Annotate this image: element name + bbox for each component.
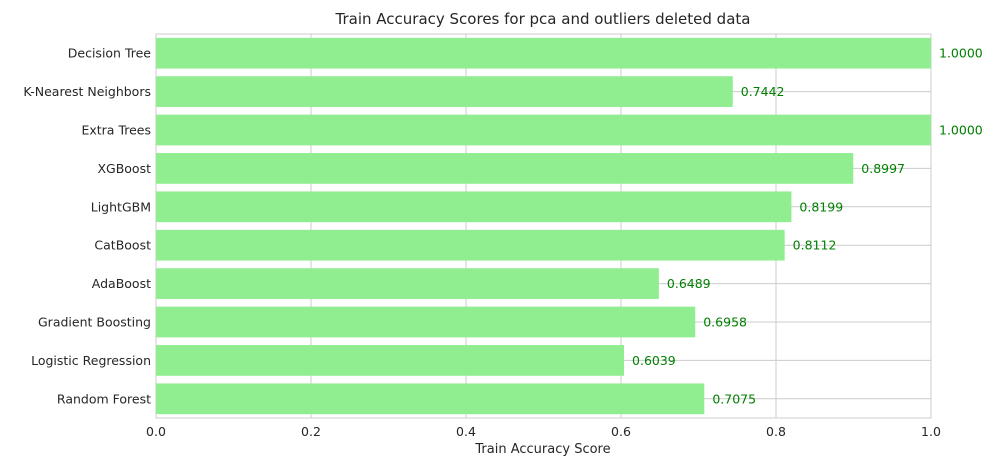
y-tick-label: Decision Tree — [68, 46, 152, 61]
bar-lightgbm — [156, 191, 792, 223]
y-tick-label: AdaBoost — [92, 276, 151, 291]
bars — [156, 37, 931, 415]
x-tick-label: 0.6 — [611, 424, 631, 439]
x-tick-label: 0.0 — [146, 424, 166, 439]
data-labels: 1.0000 0.7442 1.0000 0.8997 0.8199 0.8112 0.64… — [632, 46, 983, 407]
data-label: 0.7075 — [712, 391, 756, 406]
bar-catboost — [156, 229, 785, 261]
bar-extra-trees — [156, 114, 931, 146]
y-axis-tick-labels: Decision Tree K-Nearest Neighbors Extra Tr… — [23, 46, 151, 407]
data-label: 0.8112 — [793, 238, 837, 253]
bar-random-forest — [156, 383, 705, 415]
data-label: 0.6489 — [667, 276, 711, 291]
y-tick-label: Gradient Boosting — [38, 315, 151, 330]
data-label: 0.6958 — [703, 315, 747, 330]
y-tick-label: CatBoost — [94, 238, 151, 253]
x-tick-label: 0.4 — [456, 424, 476, 439]
x-axis-tick-labels: 0.0 0.2 0.4 0.6 0.8 1.0 — [146, 424, 941, 439]
x-tick-label: 0.8 — [766, 424, 786, 439]
data-label: 1.0000 — [939, 123, 983, 138]
data-label: 0.6039 — [632, 353, 676, 368]
data-label: 0.7442 — [741, 84, 785, 99]
x-axis-label: Train Accuracy Score — [474, 442, 610, 457]
data-label: 1.0000 — [939, 46, 983, 61]
data-label: 0.8997 — [861, 161, 905, 176]
y-tick-label: Extra Trees — [81, 123, 151, 138]
bar-decision-tree — [156, 37, 931, 69]
x-tick-label: 1.0 — [921, 424, 941, 439]
bar-adaboost — [156, 268, 659, 299]
data-label: 0.8199 — [799, 199, 843, 214]
y-tick-label: Logistic Regression — [31, 353, 151, 368]
y-tick-label: XGBoost — [97, 161, 151, 176]
bar-xgboost — [156, 153, 854, 184]
bar-k-nearest-neighbors — [156, 76, 733, 107]
y-tick-label: Random Forest — [57, 391, 151, 406]
y-tick-label: LightGBM — [91, 199, 151, 214]
x-tick-label: 0.2 — [301, 424, 321, 439]
bar-gradient-boosting — [156, 306, 696, 338]
y-tick-label: K-Nearest Neighbors — [23, 84, 151, 99]
chart-title: Train Accuracy Scores for pca and outlie… — [335, 10, 751, 28]
bar-logistic-regression — [156, 345, 625, 376]
